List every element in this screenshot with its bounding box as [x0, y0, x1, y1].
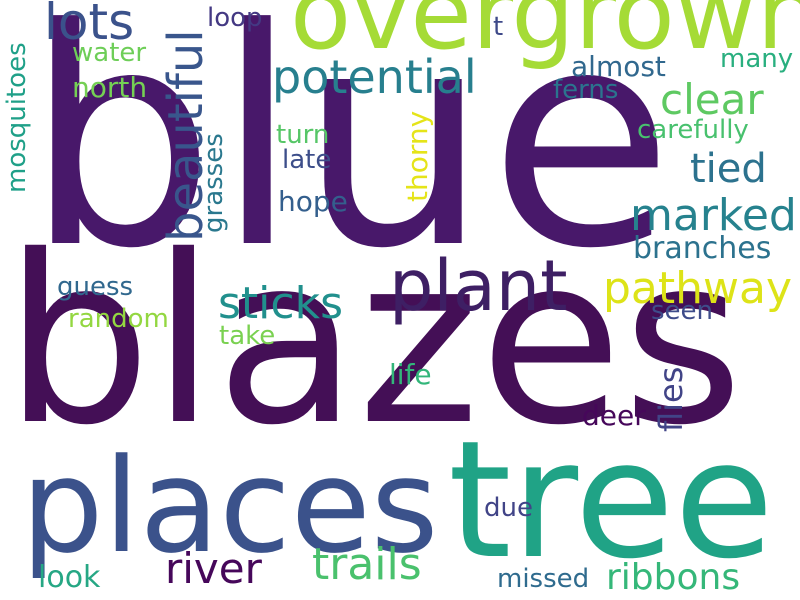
- word-water: water: [72, 38, 147, 68]
- word-guess: guess: [57, 272, 134, 302]
- word-branches: branches: [633, 231, 772, 266]
- word-carefully: carefully: [637, 115, 749, 145]
- word-clear: clear: [660, 75, 764, 124]
- word-take: take: [219, 321, 276, 351]
- word-tree: tree: [448, 407, 774, 595]
- word-grasses: grasses: [199, 133, 229, 233]
- word-life: life: [389, 358, 432, 391]
- word-deer: deer: [582, 399, 646, 432]
- word-sticks: sticks: [218, 278, 343, 329]
- word-loop: loop: [207, 3, 263, 33]
- word-almost: almost: [571, 50, 666, 83]
- word-seen: seen: [651, 296, 714, 326]
- word-many: many: [720, 44, 794, 74]
- word-ribbons: ribbons: [606, 557, 741, 598]
- word-north: north: [72, 71, 148, 104]
- word-overgrown: overgrown: [290, 0, 800, 72]
- word-river: river: [165, 544, 262, 593]
- word-turn: turn: [276, 120, 330, 150]
- word-random: random: [68, 304, 169, 334]
- word-hope: hope: [278, 185, 348, 218]
- word-pathway: pathway: [603, 263, 793, 314]
- word-look: look: [38, 560, 101, 595]
- word-blazes: blazes: [4, 206, 744, 476]
- word-tied: tied: [690, 146, 767, 192]
- word-ferns: ferns: [553, 75, 619, 105]
- word-lots: lots: [44, 0, 135, 51]
- word-missed: missed: [497, 564, 590, 594]
- word-thorny: thorny: [401, 110, 434, 202]
- word-places: places: [21, 430, 439, 582]
- word-potential: potential: [272, 50, 477, 104]
- word-mosquitoes: mosquitoes: [2, 42, 32, 193]
- word-marked: marked: [630, 190, 797, 241]
- word-trails: trails: [312, 539, 422, 590]
- word-due: due: [484, 493, 533, 523]
- word-late: late: [282, 145, 332, 175]
- word-blue: blue: [25, 0, 674, 314]
- word-flies: flies: [652, 366, 690, 432]
- word-t: t: [493, 12, 504, 42]
- word-plant: plant: [389, 245, 568, 327]
